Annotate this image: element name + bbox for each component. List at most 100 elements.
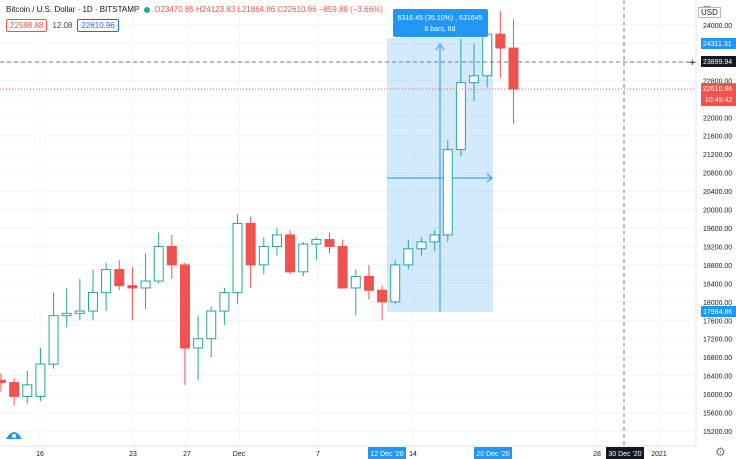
candle-body[interactable] xyxy=(298,243,309,273)
settings-gear-icon[interactable]: ⚙ xyxy=(715,445,726,459)
candle-body[interactable] xyxy=(377,289,388,303)
crosshair-plus-icon: + xyxy=(689,57,695,69)
tradingview-logo-icon[interactable] xyxy=(5,428,23,440)
candle-body[interactable] xyxy=(403,248,414,266)
price-tick-label: 17600.00 xyxy=(703,318,732,325)
price-tick-label: 21200.00 xyxy=(703,152,732,159)
time-tick-label: 23 xyxy=(129,451,137,458)
candle-body[interactable] xyxy=(495,33,506,49)
price-tick-label: 19600.00 xyxy=(703,226,732,233)
candle-body[interactable] xyxy=(101,269,112,294)
time-tick-label: Dec xyxy=(233,451,246,458)
candle-body[interactable] xyxy=(442,149,453,236)
price-tick-label: 18800.00 xyxy=(703,263,732,270)
candle-body[interactable] xyxy=(61,312,72,317)
candle-body[interactable] xyxy=(193,338,204,349)
measure-arrows xyxy=(387,43,493,312)
candle-body[interactable] xyxy=(311,239,322,245)
price-tick-label: 20800.00 xyxy=(703,171,732,178)
price-tick-label: 18000.00 xyxy=(703,300,732,307)
candle-body[interactable] xyxy=(232,222,243,294)
candle-body[interactable] xyxy=(337,245,348,289)
time-tick-label: 27 xyxy=(183,451,191,458)
svg-text:23899.94: 23899.94 xyxy=(703,59,732,66)
time-axis[interactable]: 16 23 27 Dec 7 14 28 2021 xyxy=(36,451,667,458)
candle-body[interactable] xyxy=(455,82,466,151)
buy-button[interactable]: 22610.96 xyxy=(77,19,119,32)
crosshair-time-label: 30 Dec '20 xyxy=(606,447,644,459)
chart-grid xyxy=(0,0,696,446)
price-tick-label: 24000.00 xyxy=(703,23,732,30)
candle-body[interactable] xyxy=(508,47,519,90)
candle-body[interactable] xyxy=(179,264,190,349)
price-tick-label: 22800.00 xyxy=(703,78,732,85)
candle-body[interactable] xyxy=(0,379,6,384)
svg-text:10:49:42: 10:49:42 xyxy=(705,97,732,104)
price-tick-label: 16400.00 xyxy=(703,374,732,381)
candle-body[interactable] xyxy=(35,363,46,397)
candle-body[interactable] xyxy=(114,269,125,287)
measure-tooltip-line2: 8 bars, 8d xyxy=(424,26,455,33)
range-low-label: 17994.86 xyxy=(701,306,736,317)
price-tick-label: 17200.00 xyxy=(703,337,732,344)
spread-value: 12.08 xyxy=(52,21,73,30)
time-range-end-label: 20 Dec '20 xyxy=(474,447,512,459)
range-high-label: 24311.31 xyxy=(701,38,736,49)
measure-tooltip xyxy=(393,9,488,37)
svg-text:24311.31: 24311.31 xyxy=(703,41,732,48)
time-tick-label: 16 xyxy=(36,451,44,458)
time-tick-label: 2021 xyxy=(651,451,667,458)
candle-body[interactable] xyxy=(363,275,374,291)
candle-body[interactable] xyxy=(285,234,296,273)
candle-body[interactable] xyxy=(271,234,282,247)
price-tick-label: 21600.00 xyxy=(703,134,732,141)
svg-text:12 Dec '20: 12 Dec '20 xyxy=(370,451,403,458)
candle-body[interactable] xyxy=(416,241,427,250)
price-tick-label: 19200.00 xyxy=(703,244,732,251)
candle-body[interactable] xyxy=(166,245,177,266)
price-tick-label: 16800.00 xyxy=(703,355,732,362)
candle-body[interactable] xyxy=(140,280,151,289)
last-price-label: 22610.96 10:49:42 xyxy=(701,83,736,107)
symbol-legend: Bitcoin / U.S. Dollar · 1D · BITSTAMP O23… xyxy=(6,5,383,14)
candle-body[interactable] xyxy=(324,239,335,247)
svg-text:22610.96: 22610.96 xyxy=(703,86,732,93)
candle-body[interactable] xyxy=(206,310,217,340)
candle-body[interactable] xyxy=(350,275,361,289)
sell-button[interactable]: 22598.88 xyxy=(6,19,48,32)
candle-body[interactable] xyxy=(127,285,138,289)
price-tick-label: 20400.00 xyxy=(703,189,732,196)
candle-body[interactable] xyxy=(482,33,493,77)
price-tick-label: 15600.00 xyxy=(703,411,732,418)
order-panel: 22598.88 12.08 22610.96 xyxy=(6,19,119,32)
candle-body[interactable] xyxy=(245,222,256,266)
time-range-start-label: 12 Dec '20 xyxy=(368,447,406,459)
price-tick-label: 18400.00 xyxy=(703,281,732,288)
currency-badge[interactable]: USD xyxy=(698,7,721,18)
time-tick-label: 7 xyxy=(316,451,320,458)
candle-body[interactable] xyxy=(219,292,230,312)
candle-body[interactable] xyxy=(87,292,98,312)
candle-body[interactable] xyxy=(429,234,440,243)
candle-body[interactable] xyxy=(390,264,401,303)
svg-text:17994.86: 17994.86 xyxy=(703,309,732,316)
time-tick-label: 28 xyxy=(593,451,601,458)
candle-body[interactable] xyxy=(9,382,20,397)
market-status-dot xyxy=(144,6,151,13)
measure-tooltip-line1: 6316.45 (35.10%) , 631645 xyxy=(398,15,483,22)
candle-body[interactable] xyxy=(48,315,59,365)
candle-body[interactable] xyxy=(469,75,480,84)
candle-body[interactable] xyxy=(153,245,164,282)
crosshair-price-label: 23899.94 xyxy=(701,56,736,67)
price-tick-label: 15200.00 xyxy=(703,429,732,436)
symbol-title[interactable]: Bitcoin / U.S. Dollar · 1D · BITSTAMP xyxy=(6,5,140,14)
svg-text:30 Dec '20: 30 Dec '20 xyxy=(608,451,641,458)
price-tick-label: 20000.00 xyxy=(703,208,732,215)
svg-text:20 Dec '20: 20 Dec '20 xyxy=(476,451,509,458)
candle-body[interactable] xyxy=(74,310,85,314)
candles xyxy=(0,11,519,406)
candle-body[interactable] xyxy=(258,245,269,266)
candle-body[interactable] xyxy=(22,384,33,397)
time-tick-label: 14 xyxy=(409,451,417,458)
